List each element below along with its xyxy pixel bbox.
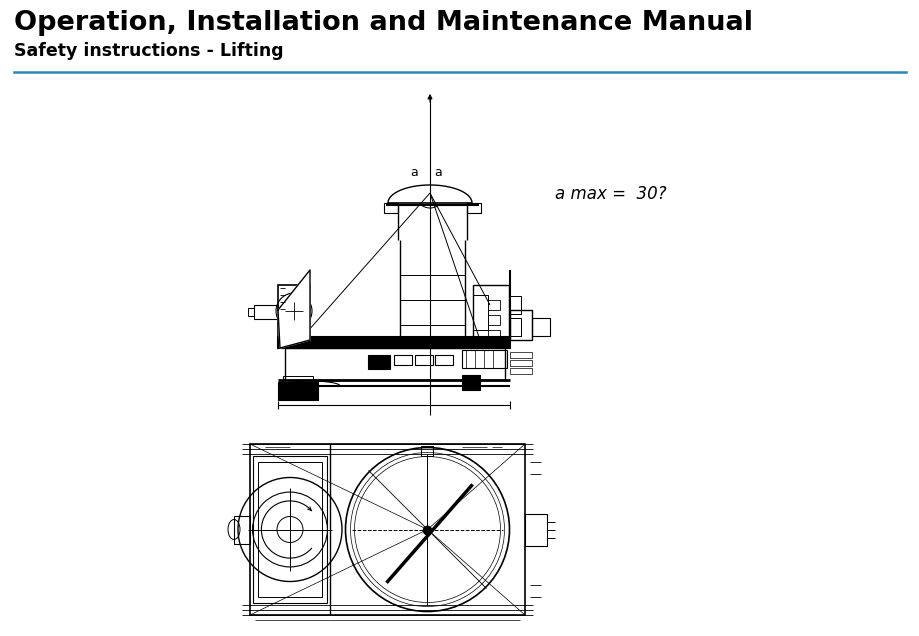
Bar (472, 295, 487, 330)
Bar (250, 444, 525, 615)
Bar (283, 376, 312, 384)
Bar (383, 203, 398, 213)
Bar (393, 355, 412, 365)
Bar (278, 285, 310, 337)
Bar (508, 318, 520, 336)
Bar (414, 355, 433, 365)
Bar (461, 350, 506, 368)
Bar (509, 352, 531, 358)
Bar (257, 462, 322, 597)
Bar (508, 296, 520, 314)
Bar (233, 516, 250, 544)
Bar (278, 337, 509, 348)
Bar (435, 355, 452, 365)
Bar (487, 315, 499, 325)
Bar (253, 456, 326, 603)
Bar (248, 308, 254, 316)
Bar (278, 382, 318, 400)
Bar (525, 513, 547, 546)
Bar (461, 375, 480, 390)
Bar (487, 300, 499, 310)
Bar (509, 368, 531, 374)
Text: a max =  30?: a max = 30? (554, 185, 666, 203)
Text: a: a (434, 166, 441, 179)
Polygon shape (278, 270, 310, 348)
Bar (472, 285, 508, 340)
Bar (254, 305, 278, 319)
Text: Operation, Installation and Maintenance Manual: Operation, Installation and Maintenance … (14, 10, 752, 36)
Text: a: a (410, 166, 417, 179)
Bar (421, 446, 433, 456)
Bar (509, 310, 531, 340)
Bar (487, 330, 499, 340)
Bar (509, 360, 531, 366)
Text: Safety instructions - Lifting: Safety instructions - Lifting (14, 42, 283, 60)
Bar (467, 203, 481, 213)
Bar (368, 355, 390, 369)
Bar (285, 348, 505, 380)
Bar (531, 318, 550, 336)
